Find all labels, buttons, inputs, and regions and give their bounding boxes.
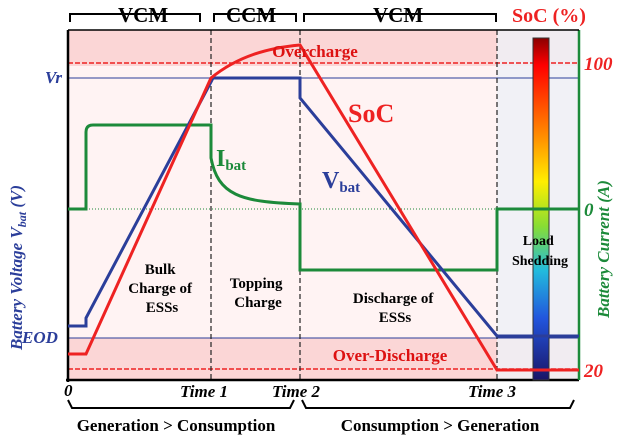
generation-gt-consumption: Generation > Consumption [77, 416, 276, 435]
eod-label: EOD [21, 328, 58, 347]
vcm-left-label: VCM [118, 3, 168, 27]
ibat-curve [68, 123, 579, 272]
ccm-brace [213, 13, 297, 22]
time3-label: Time 3 [468, 382, 516, 401]
overcharge-label: Overcharge [272, 42, 358, 61]
load-shedding-label: Load Shedding [512, 234, 568, 269]
overcharge-zone [68, 30, 579, 66]
right-axis-title: Battery Current (A) [594, 180, 613, 319]
vcm-left-brace [69, 13, 201, 22]
time1-label: Time 1 [180, 382, 228, 401]
vcm-right-label: VCM [373, 3, 423, 27]
consumption-brace [301, 399, 575, 409]
soc-100-label: 100 [584, 54, 613, 75]
soc-axis-title: SoC (%) [512, 5, 586, 27]
vr-label: Vr [45, 68, 62, 87]
left-axis-title: Battery Voltage Vbat (V) [7, 185, 29, 351]
vcm-right-brace [303, 13, 497, 22]
bulk-charge-label: Bulk Charge of ESSs [128, 262, 196, 316]
generation-brace [67, 399, 295, 409]
soc-curve [68, 43, 579, 372]
soc-curve-label: SoC [348, 99, 394, 128]
topping-charge-label: Topping Charge [230, 276, 287, 311]
time2-label: Time 2 [272, 382, 320, 401]
current-zero-label: 0 [584, 200, 594, 221]
consumption-gt-generation: Consumption > Generation [341, 416, 540, 435]
soc-20-label: 20 [583, 361, 604, 382]
ibat-curve-label: Ibat [216, 146, 246, 174]
discharge-label: Discharge of ESSs [353, 291, 437, 326]
origin-label: 0 [64, 381, 73, 400]
overdischarge-label: Over-Discharge [333, 346, 448, 365]
overdischarge-zone [68, 338, 579, 380]
vbat-curve-label: Vbat [322, 168, 360, 196]
ccm-label: CCM [226, 3, 276, 27]
